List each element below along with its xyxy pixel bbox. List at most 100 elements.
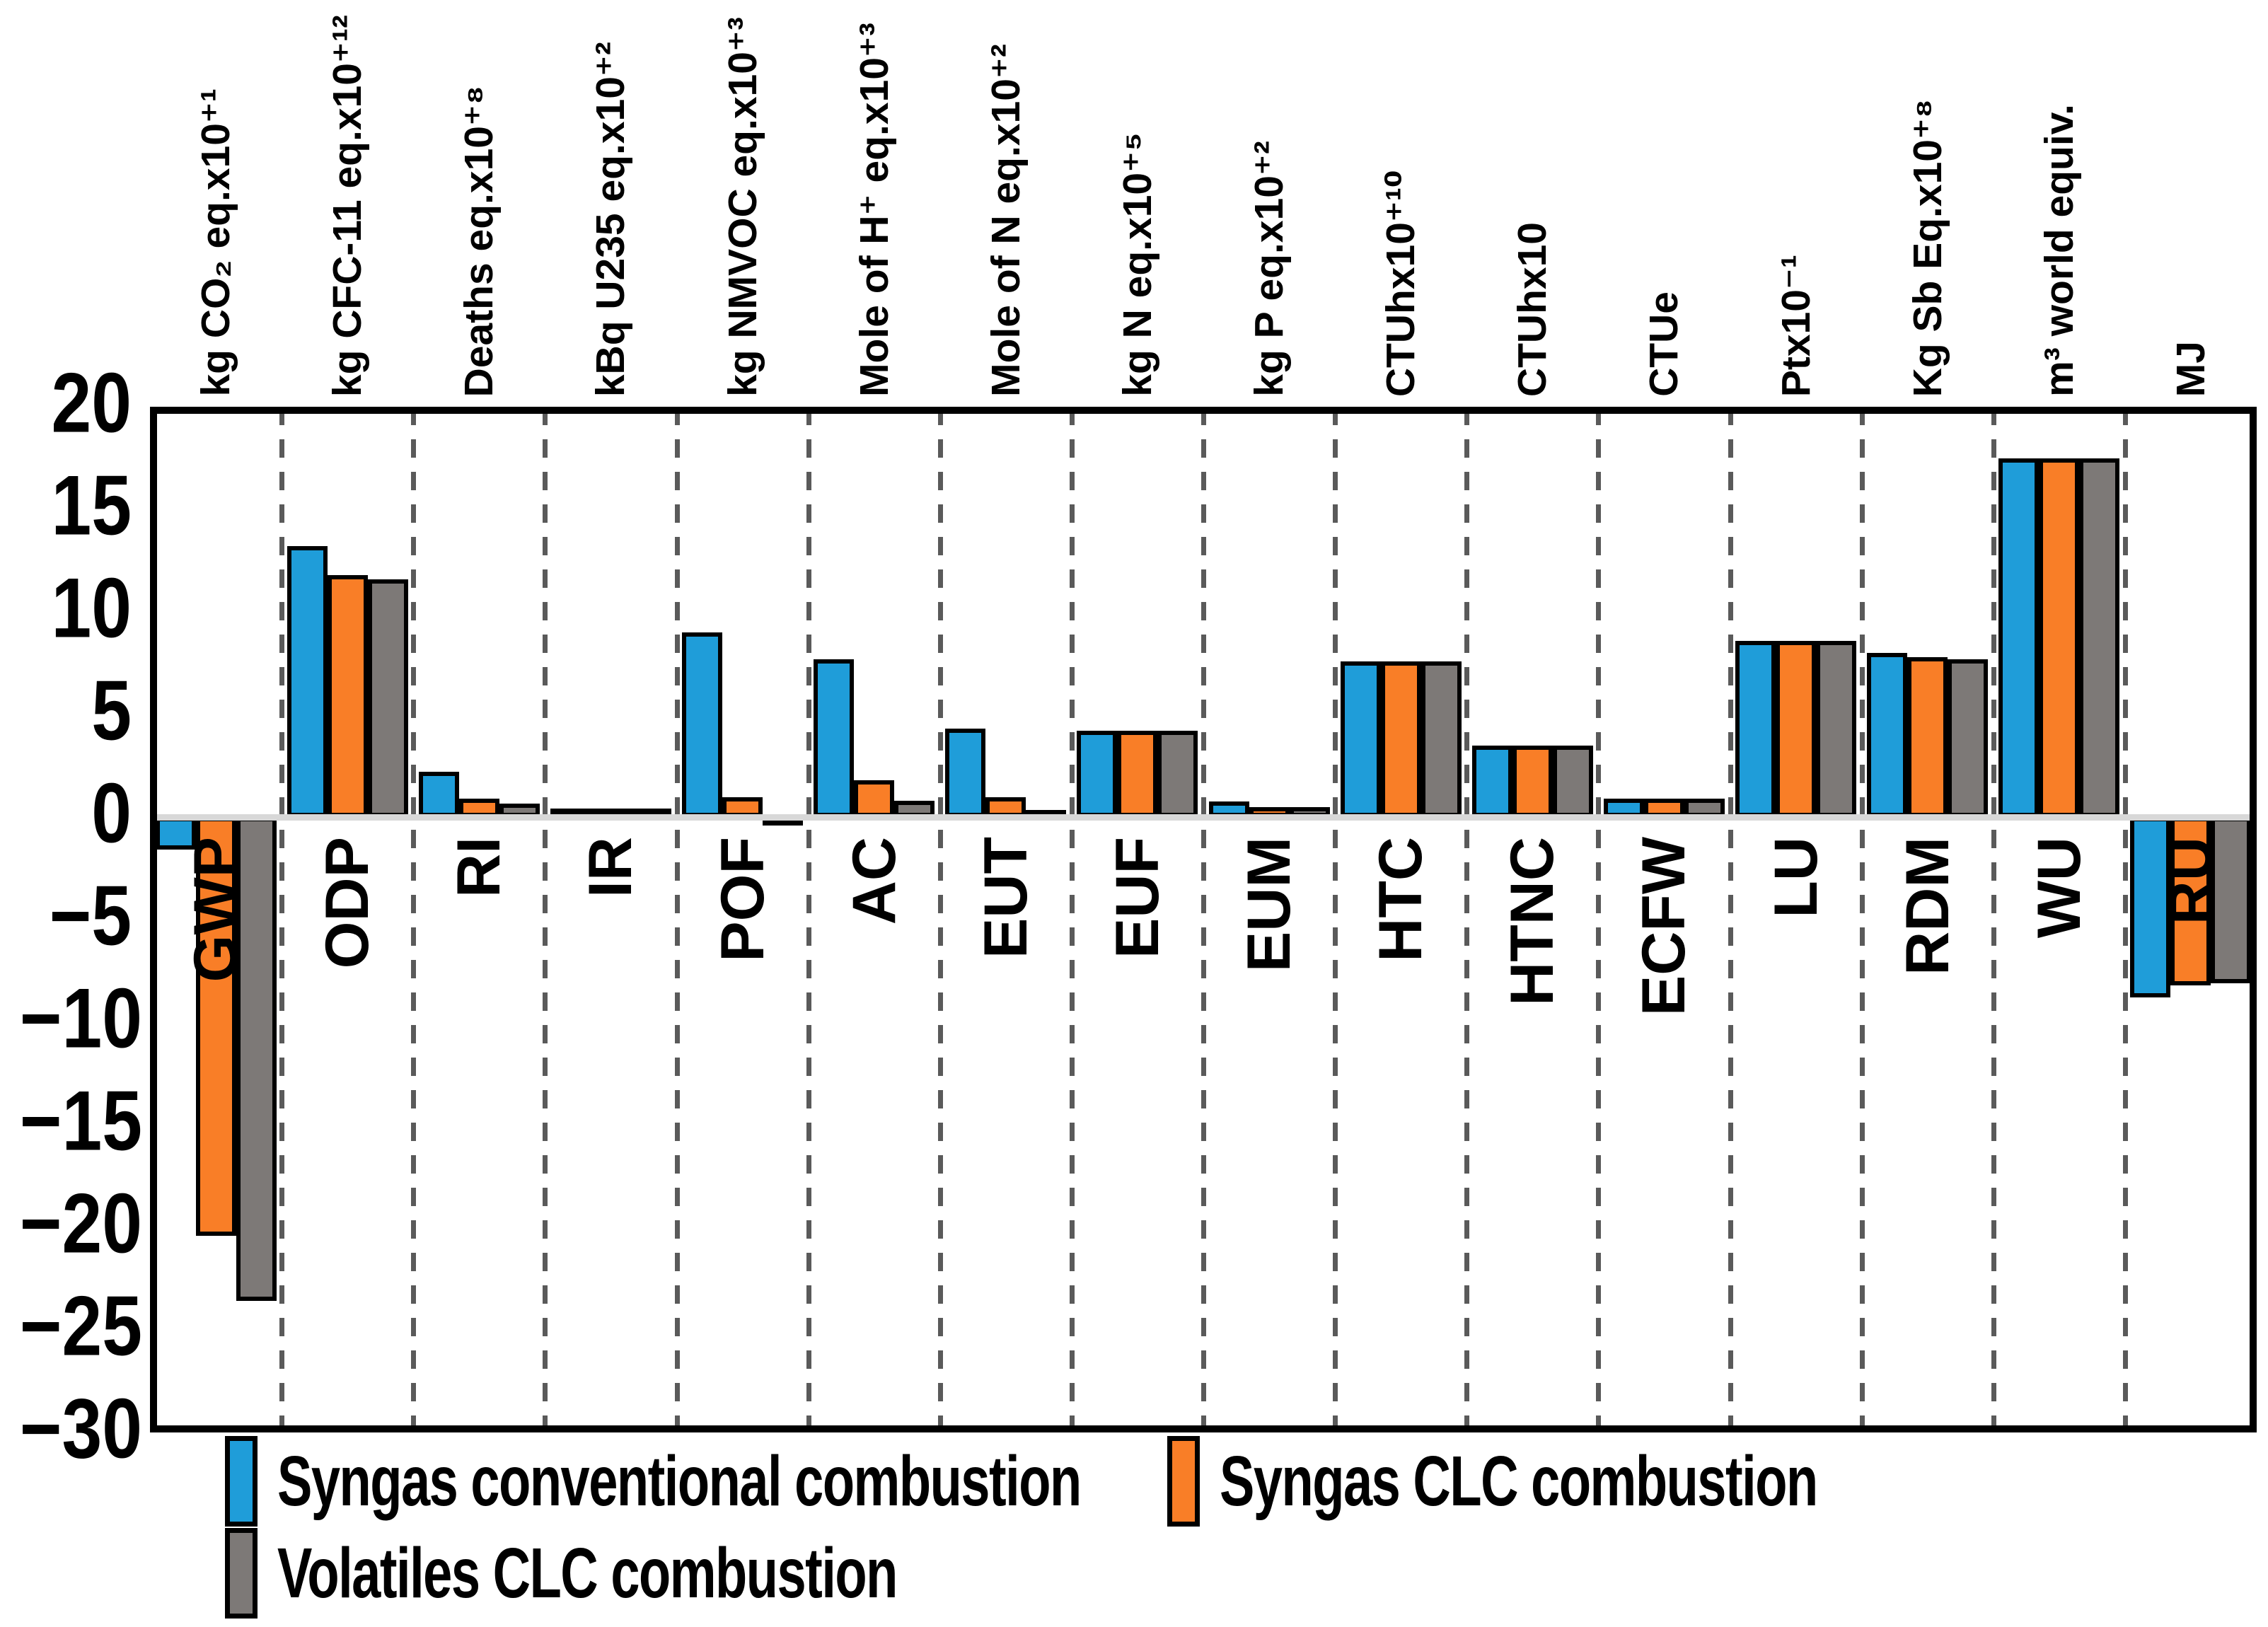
bar-lu-series0 — [1735, 640, 1776, 817]
bar-rdm-series1 — [1907, 656, 1948, 817]
bar-euf-series1 — [1117, 731, 1158, 817]
unit-label-3: kBq U235 eq.x10⁺² — [588, 41, 634, 397]
unit-label-14: m³ world equiv. — [2036, 104, 2082, 397]
legend-swatch-syngas-clc-icon — [1167, 1436, 1200, 1527]
unit-label-0: kg CO₂ eq.x10⁺¹ — [193, 88, 239, 397]
y-tick-label: −10 — [19, 971, 142, 1066]
legend-item-syngas-clc: Syngas CLC combustion — [1167, 1436, 2027, 1527]
unit-label-10: CTUhx10 — [1510, 221, 1556, 397]
bar-ac-series1 — [854, 780, 895, 817]
unit-label-4: kg NMVOC eq.x10⁺³ — [719, 17, 765, 397]
bar-lu-series2 — [1816, 640, 1857, 817]
unit-label-6: Mole of N eq.x10⁺² — [983, 44, 1029, 397]
y-tick-label: 20 — [51, 355, 132, 451]
bar-lu-series1 — [1776, 640, 1817, 817]
legend-label-volatiles-clc: Volatiles CLC combustion — [277, 1533, 898, 1613]
legend-label-syngas-conventional: Syngas conventional combustion — [277, 1441, 1082, 1521]
bar-odp-series1 — [327, 574, 368, 817]
unit-label-9: CTUhx10⁺¹⁰ — [1378, 169, 1424, 397]
bar-htnc-series1 — [1512, 745, 1553, 817]
category-label-rdm: RDM — [1893, 837, 1962, 975]
bar-euf-series2 — [1157, 731, 1198, 817]
bar-htc-series1 — [1380, 661, 1421, 817]
unit-label-5: Mole of H⁺ eq.x10⁺³ — [851, 23, 897, 397]
legend-item-volatiles-clc: Volatiles CLC combustion — [225, 1528, 1115, 1619]
category-label-ecfw: ECFW — [1630, 837, 1699, 1017]
category-label-htnc: HTNC — [1498, 837, 1567, 1006]
unit-label-12: Ptx10⁻¹ — [1773, 254, 1819, 397]
bar-rdm-series2 — [1948, 659, 1989, 817]
category-label-odp: ODP — [313, 837, 382, 969]
unit-label-2: Deaths eq.x10⁺⁸ — [456, 85, 502, 397]
unit-label-15: MJ — [2168, 340, 2214, 397]
group-separator — [1201, 407, 1206, 1432]
y-tick-label: −5 — [49, 868, 132, 963]
group-separator — [806, 407, 811, 1432]
y-tick-label: −20 — [19, 1176, 142, 1271]
unit-label-11: CTUe — [1641, 291, 1687, 397]
y-tick-label: 5 — [91, 663, 132, 758]
unit-label-13: Kg Sb Eq.x10⁺⁸ — [1904, 98, 1950, 397]
category-label-eum: EUM — [1235, 837, 1304, 973]
bar-wu-series0 — [1998, 458, 2040, 817]
group-separator — [2122, 407, 2128, 1432]
category-label-ri: RI — [445, 837, 514, 898]
category-label-wu: WU — [2025, 837, 2093, 939]
bar-htc-series2 — [1421, 661, 1462, 817]
bar-gwp-series2 — [236, 817, 277, 1302]
category-label-ir: IR — [577, 837, 645, 898]
category-label-euf: EUF — [1103, 837, 1171, 959]
bar-rdm-series0 — [1867, 653, 1908, 817]
bar-ru-series1 — [2170, 817, 2211, 985]
group-separator — [937, 407, 943, 1432]
bar-euf-series0 — [1077, 731, 1118, 817]
unit-label-8: kg P eq.x10⁺² — [1246, 141, 1292, 397]
bar-odp-series0 — [287, 546, 328, 817]
group-separator — [1859, 407, 1865, 1432]
group-separator — [1464, 407, 1470, 1432]
bar-htc-series0 — [1340, 661, 1381, 817]
legend-swatch-volatiles-clc-icon — [225, 1528, 258, 1619]
y-tick-label: 15 — [51, 458, 132, 553]
bar-eut-series0 — [945, 729, 986, 817]
bar-ac-series0 — [814, 659, 855, 817]
category-label-eut: EUT — [971, 837, 1040, 959]
group-separator — [1069, 407, 1075, 1432]
category-label-htc: HTC — [1367, 837, 1435, 962]
group-separator — [543, 407, 548, 1432]
category-label-ru: RU — [2156, 837, 2225, 925]
unit-label-7: kg N eq.x10⁺⁵ — [1114, 132, 1160, 397]
y-tick-label: −15 — [19, 1073, 142, 1169]
bar-ru-series2 — [2211, 817, 2252, 983]
zero-line — [150, 814, 2257, 821]
bar-ri-series0 — [418, 772, 459, 817]
bar-odp-series2 — [367, 579, 408, 817]
y-tick-label: 0 — [91, 765, 132, 861]
bar-wu-series1 — [2039, 458, 2080, 817]
group-separator — [411, 407, 417, 1432]
bar-htnc-series2 — [1552, 745, 1593, 817]
group-separator — [674, 407, 680, 1432]
bar-wu-series2 — [2079, 458, 2120, 817]
group-separator — [1991, 407, 1996, 1432]
bar-ru-series0 — [2130, 817, 2171, 998]
group-separator — [1596, 407, 1602, 1432]
y-tick-label: 10 — [51, 560, 132, 656]
plot-area: GWP ODP RI IR POF AC EUT EUF EUM HTC HTNC ECFW LU RDM… — [150, 407, 2257, 1432]
y-tick-label: −25 — [19, 1278, 142, 1374]
category-label-ac: AC — [840, 837, 908, 925]
bar-pof-series0 — [682, 632, 723, 817]
bar-gwp-series1 — [195, 817, 236, 1236]
legend-swatch-syngas-conventional-icon — [225, 1436, 258, 1527]
legend-label-syngas-clc: Syngas CLC combustion — [1220, 1441, 1818, 1521]
unit-label-1: kg CFC-11 eq.x10⁺¹² — [325, 14, 371, 397]
group-separator — [279, 407, 285, 1432]
group-separator — [1728, 407, 1733, 1432]
category-label-gwp: GWP — [182, 837, 250, 983]
legend-item-syngas-conventional: Syngas conventional combustion — [225, 1436, 1363, 1527]
y-tick-label: −30 — [19, 1381, 142, 1476]
category-label-lu: LU — [1761, 837, 1830, 918]
group-separator — [1333, 407, 1338, 1432]
bar-htnc-series0 — [1471, 745, 1512, 817]
